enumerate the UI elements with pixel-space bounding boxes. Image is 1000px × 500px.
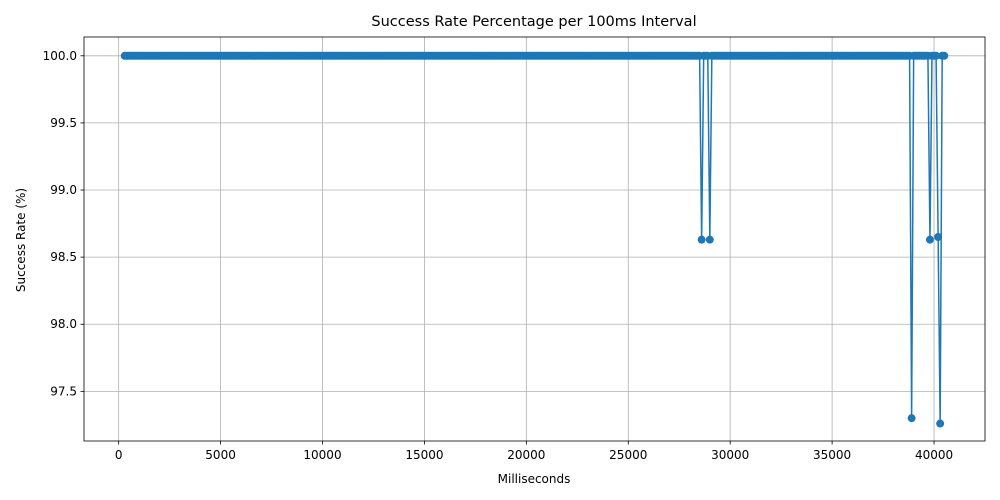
x-tick-label: 0 xyxy=(115,448,123,462)
x-tick-label: 40000 xyxy=(915,448,953,462)
x-tick-label: 30000 xyxy=(711,448,749,462)
series-success-rate xyxy=(120,51,949,428)
chart-title: Success Rate Percentage per 100ms Interv… xyxy=(371,14,696,30)
y-tick-label: 100.0 xyxy=(43,49,77,63)
data-point xyxy=(907,414,916,423)
x-tick-label: 5000 xyxy=(205,448,236,462)
y-axis-ticks: 97.5 98.0 98.5 99.0 99.5 100.0 xyxy=(43,49,84,398)
x-axis-label: Milliseconds xyxy=(498,472,571,486)
data-point xyxy=(697,235,706,244)
x-tick-label: 35000 xyxy=(813,448,851,462)
data-point xyxy=(940,51,949,60)
data-point xyxy=(705,235,714,244)
grid-lines xyxy=(84,37,985,441)
x-axis-ticks: 0 5000 10000 15000 20000 25000 30000 35000 40000 xyxy=(115,441,953,462)
y-tick-label: 99.0 xyxy=(50,183,77,197)
y-tick-label: 98.0 xyxy=(50,317,77,331)
x-tick-label: 10000 xyxy=(303,448,341,462)
data-point xyxy=(936,419,945,428)
y-tick-label: 99.5 xyxy=(50,116,77,130)
y-axis-label: Success Rate (%) xyxy=(14,188,28,292)
x-tick-label: 15000 xyxy=(405,448,443,462)
data-point xyxy=(934,232,943,241)
x-tick-label: 25000 xyxy=(609,448,647,462)
y-tick-label: 98.5 xyxy=(50,250,77,264)
plot-frame xyxy=(83,36,986,442)
data-point xyxy=(925,235,934,244)
y-tick-label: 97.5 xyxy=(50,384,77,398)
x-tick-label: 20000 xyxy=(507,448,545,462)
data-point xyxy=(932,51,941,60)
